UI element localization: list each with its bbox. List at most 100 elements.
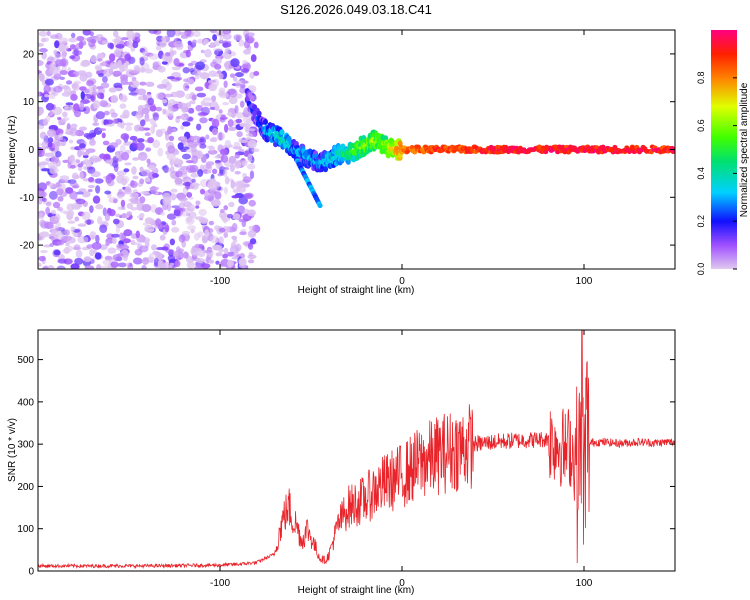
heatmap-cell [104, 159, 113, 164]
heatmap-cell [184, 30, 192, 37]
heatmap-cell [394, 145, 400, 152]
heatmap-cell [200, 100, 206, 107]
heatmap-cell [155, 106, 163, 112]
bottom-ytick-label-2: 200 [17, 482, 34, 493]
heatmap-cell [228, 88, 238, 98]
heatmap-cell [59, 70, 68, 76]
heatmap-cell [97, 128, 107, 132]
heatmap-cell [45, 206, 51, 215]
heatmap-cell [38, 262, 42, 268]
heatmap-cell [47, 137, 54, 144]
heatmap-cell [233, 160, 242, 169]
heatmap-cell [113, 49, 122, 58]
heatmap-cell [73, 244, 81, 250]
heatmap-cell [65, 242, 70, 247]
heatmap-cell [103, 110, 110, 116]
heatmap-cell [100, 265, 111, 269]
heatmap-cell [177, 102, 188, 110]
heatmap-cell [180, 113, 190, 121]
heatmap-cell [91, 242, 102, 250]
heatmap-cell [239, 100, 245, 108]
heatmap-cell [195, 104, 203, 112]
bottom-x-ticks: -100 0 100 [210, 330, 593, 589]
heatmap-cell [49, 165, 56, 175]
heatmap-cell [93, 157, 102, 162]
heatmap-cell [199, 72, 210, 80]
heatmap-cell [186, 261, 195, 269]
heatmap-cell [68, 37, 78, 43]
heatmap-cell [58, 43, 66, 53]
heatmap-cell [105, 241, 110, 247]
heatmap-cell [194, 247, 203, 252]
heatmap-cell [108, 209, 116, 217]
heatmap-cell [194, 265, 203, 269]
heatmap-cell [235, 118, 243, 124]
heatmap-cell [223, 168, 228, 178]
heatmap-cell [80, 61, 90, 67]
heatmap-cell [55, 151, 62, 158]
figure-title: S126.2026.049.03.18.C41 [280, 2, 432, 17]
top-xtick-label-2: 100 [576, 276, 593, 287]
heatmap-cell [67, 220, 76, 224]
heatmap-cell [73, 232, 79, 238]
heatmap-cell [38, 255, 46, 262]
heatmap-cell [83, 151, 90, 155]
heatmap-cell [99, 244, 108, 251]
heatmap-cell [54, 40, 60, 49]
heatmap-cell [76, 35, 85, 42]
heatmap-cell [170, 165, 175, 174]
heatmap-cell [186, 215, 193, 223]
heatmap-cell [43, 265, 49, 269]
heatmap-cell [43, 84, 51, 94]
heatmap-cell [180, 136, 188, 141]
bottom-y-axis-label: SNR (10 * v/v) [7, 418, 18, 482]
heatmap-cell [169, 158, 175, 166]
top-ytick-label-0: -20 [20, 241, 35, 252]
heatmap-cell [167, 125, 173, 135]
heatmap-cell [75, 159, 80, 164]
heatmap-cell [120, 144, 126, 153]
heatmap-cell [78, 188, 87, 193]
heatmap-cell [165, 249, 175, 254]
heatmap-cell [61, 50, 68, 57]
heatmap-cell [239, 231, 247, 236]
heatmap-cell [186, 203, 196, 212]
heatmap-cell [227, 259, 234, 268]
heatmap-cell [147, 136, 155, 144]
colorbar: 0.0 0.2 0.4 0.6 0.8 Normalized spectral ampl… [696, 30, 750, 275]
heatmap-cell [125, 262, 130, 266]
heatmap-cell [156, 84, 167, 89]
heatmap-cell [75, 249, 83, 259]
heatmap-cell [38, 106, 44, 116]
heatmap-cell [229, 164, 235, 172]
heatmap-cell [132, 32, 141, 38]
heatmap-cell [161, 99, 168, 104]
heatmap-cell [234, 152, 240, 159]
heatmap-cell [160, 211, 165, 216]
heatmap-cell [239, 83, 246, 89]
bottom-y-ticks: 0 100 200 300 400 500 [17, 355, 675, 578]
heatmap-cell [117, 262, 127, 268]
heatmap-cell [167, 265, 173, 269]
heatmap-cell [93, 100, 101, 109]
heatmap-cell [180, 200, 186, 205]
heatmap-cell [66, 203, 75, 212]
heatmap-cell [228, 201, 235, 208]
heatmap-cell [79, 102, 85, 111]
colorbar-gradient [711, 30, 737, 269]
snr-series-line [38, 330, 675, 570]
heatmap-cell [148, 165, 157, 171]
heatmap-cell [129, 192, 139, 199]
heatmap-cell [77, 163, 84, 168]
heatmap-cell [198, 244, 205, 249]
heatmap-cell [209, 42, 216, 48]
heatmap-cell [228, 155, 237, 164]
heatmap-cell [239, 122, 248, 127]
heatmap-cell [121, 213, 127, 219]
heatmap-cell [41, 197, 47, 202]
heatmap-cell [227, 119, 234, 128]
heatmap-cell [228, 144, 233, 148]
heatmap-cell [130, 200, 141, 205]
heatmap-cell [139, 81, 147, 86]
heatmap-cell [60, 118, 67, 123]
